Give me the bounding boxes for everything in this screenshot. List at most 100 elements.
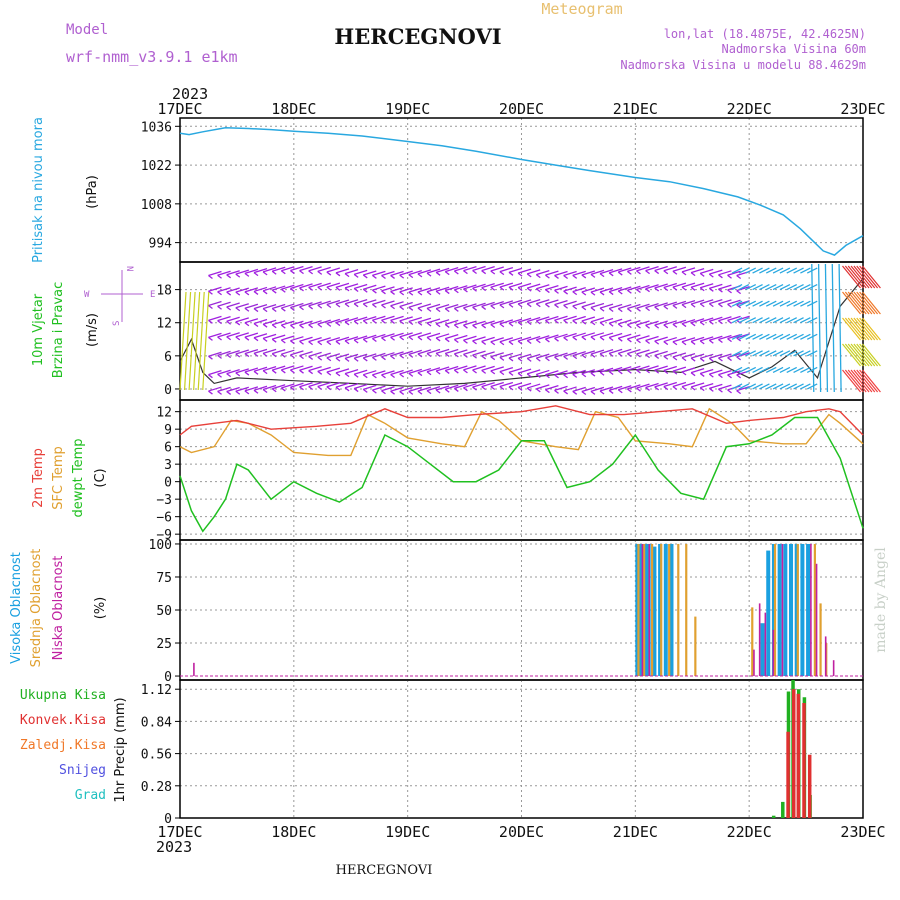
wind-arrow-icon (463, 335, 477, 341)
wind-arrow-icon (235, 287, 249, 293)
wind-arrow-icon (408, 336, 414, 341)
wind-arrow-icon (317, 323, 323, 328)
wind-arrow-icon (490, 270, 496, 275)
wind-arrow-icon (599, 367, 614, 373)
wind-arrow-icon (299, 302, 313, 308)
ytick-label: −6 (156, 511, 172, 526)
wind-arrow-icon (280, 369, 286, 374)
wind-arrow-icon (244, 287, 259, 293)
wind-arrow-icon (408, 386, 422, 393)
wind-arrow-icon (281, 266, 295, 272)
wind-arrow-icon (363, 284, 377, 290)
wind-arrow-icon (645, 284, 659, 290)
wind-arrow-icon (417, 287, 432, 293)
wind-arrow-icon (217, 301, 231, 307)
wind-arrow-icon (731, 284, 743, 291)
wind-arrow-icon (435, 385, 450, 391)
wind-arrow-icon (381, 370, 395, 376)
wind-arrow-icon (709, 283, 723, 289)
wind-arrow-icon (672, 319, 687, 325)
wind-arrow-icon (793, 333, 804, 340)
precip-bar (792, 689, 796, 818)
wind-arrow-icon (372, 333, 386, 340)
precip-bar (796, 693, 801, 818)
wind-arrow-icon (335, 336, 350, 342)
wind-arrow-icon (572, 274, 578, 279)
wind-arrow-icon (690, 382, 705, 388)
wind-arrow-icon (752, 366, 763, 373)
wind-arrow-icon (554, 285, 568, 291)
wind-arrow-icon (793, 317, 804, 324)
date-label-bottom: 18DEC (271, 823, 316, 841)
wind-arrow-icon (235, 349, 249, 355)
wind-arrow-icon (444, 338, 450, 343)
wind-arrow-icon (800, 333, 811, 340)
wind-arrow-icon (435, 352, 441, 357)
wind-arrow-icon (262, 388, 268, 394)
date-label-top: 19DEC (385, 100, 430, 118)
wind-arrow-icon (426, 332, 441, 338)
wind-arrow-icon (454, 365, 468, 371)
wind-arrow-icon (408, 274, 414, 279)
wind-arrow-icon (654, 306, 660, 311)
wind-arrow-icon (202, 291, 210, 391)
wind-arrow-icon (226, 373, 232, 378)
wind-arrow-icon (527, 299, 541, 305)
wind-arrow-icon (299, 287, 304, 292)
wind-arrow-icon (572, 301, 586, 307)
wind-arrow-icon (590, 386, 605, 392)
wind-arrow-icon (444, 388, 450, 393)
wind-arrow-icon (371, 303, 377, 308)
wind-arrow-icon (608, 322, 614, 327)
wind-arrow-icon (390, 270, 404, 277)
wind-arrow-icon (681, 382, 696, 388)
wind-arrow-icon (627, 348, 641, 355)
wind-arrow-icon (472, 302, 486, 308)
wind-arrow-icon (344, 357, 350, 362)
wind-arrow-icon (445, 384, 459, 390)
wind-arrow-icon (299, 324, 304, 329)
cloud-bar (637, 543, 640, 677)
wind-arrow-icon (208, 270, 222, 277)
wind-arrow-icon (681, 352, 696, 359)
ytick-label: 0 (164, 812, 172, 827)
wind-arrow-icon (563, 290, 569, 295)
wind-arrow-icon (417, 303, 432, 309)
wind-arrow-icon (226, 302, 240, 308)
pressure-ylabel: Pritisak na nivou mora (31, 117, 46, 263)
wind-arrow-icon (709, 316, 723, 322)
wind-arrow-icon (499, 366, 514, 373)
wind-arrow-icon (490, 301, 504, 307)
wind-arrow-icon (463, 349, 477, 356)
wind-arrow-icon (527, 353, 541, 359)
wind-arrow-icon (463, 266, 477, 272)
wind-arrow-icon (481, 320, 495, 326)
ytick-label: 0 (164, 383, 172, 398)
wind-arrow-icon (738, 267, 750, 274)
wind-arrow-icon (563, 275, 569, 280)
wind-arrow-icon (193, 291, 201, 391)
wind-arrow-icon (399, 301, 413, 308)
wind-arrow-icon (408, 349, 422, 356)
wind-arrow-icon (344, 321, 350, 326)
wind-arrow-icon (535, 303, 541, 308)
wind-arrow-icon (690, 303, 696, 308)
wind-arrow-icon (554, 319, 559, 324)
ytick-label: 994 (149, 237, 173, 252)
wind-arrow-icon (435, 290, 441, 295)
wind-arrow-icon (517, 372, 523, 377)
wind-arrow-icon (363, 384, 377, 390)
wind-arrow-icon (572, 287, 586, 293)
wind-arrow-icon (308, 301, 322, 307)
wind-arrow-icon (217, 270, 231, 276)
wind-arrow-icon (736, 304, 742, 309)
wind-arrow-icon (626, 308, 632, 313)
wind-arrow-icon (663, 341, 669, 346)
wind-arrow-icon (517, 272, 523, 277)
wind-arrow-icon (759, 300, 770, 307)
wind-arrow-icon (299, 369, 304, 374)
wind-arrow-icon (517, 299, 532, 305)
wind-arrow-icon (417, 390, 423, 395)
precip-legend-snow: Snijeg (59, 763, 106, 778)
wind-arrow-icon (800, 284, 811, 291)
